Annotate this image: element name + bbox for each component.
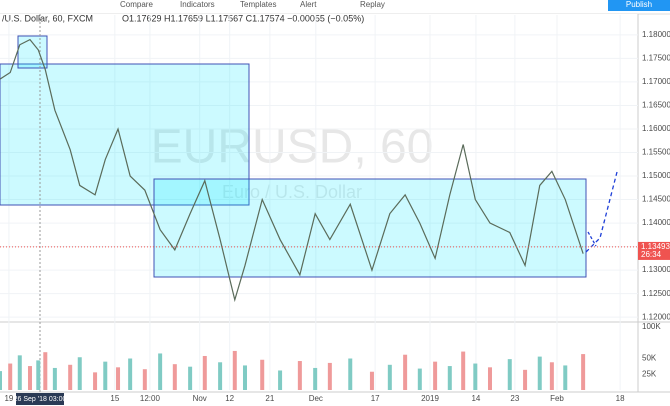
publish-label[interactable]: Publish: [626, 0, 652, 9]
volume-bar: [447, 366, 452, 390]
volume-bar: [387, 364, 392, 390]
x-tick-label: 21: [265, 394, 274, 403]
x-tick-label: 14: [471, 394, 480, 403]
volume-bar: [52, 367, 57, 390]
countdown: 26:34: [641, 250, 662, 259]
volume-bar: [507, 359, 512, 390]
plot-bg: [0, 14, 638, 392]
volume-bar: [549, 362, 554, 390]
zone-box[interactable]: [0, 63, 250, 206]
volume-bar: [487, 367, 492, 390]
toolbar-item[interactable]: Indicators: [180, 0, 215, 9]
publish-button[interactable]: [608, 0, 670, 11]
volume-bar: [433, 361, 438, 390]
crosshair-label-box: [16, 393, 64, 405]
forecast-arrow[interactable]: [587, 231, 597, 247]
x-tick-label: 12: [225, 394, 234, 403]
volume-bar: [188, 366, 193, 390]
watermark: EURUSD, 60: [151, 121, 434, 174]
ohlc: O1.17629 H1.17659 L1.17567 C1.17574 −0.0…: [122, 13, 364, 23]
volume-bar: [0, 371, 2, 390]
toolbar-item[interactable]: Alert: [300, 0, 317, 9]
x-tick-label: 23: [510, 394, 519, 403]
crosshair-label: 26 Sep '18 03:00: [14, 396, 67, 403]
zone-box[interactable]: [153, 178, 587, 278]
forecast-arrow[interactable]: [585, 171, 618, 253]
y-tick-label: 1.17500: [642, 54, 670, 63]
y-tick-label: 1.15000: [642, 171, 670, 180]
volume-bar: [461, 351, 466, 390]
toolbar-item[interactable]: Replay: [360, 0, 385, 9]
volume-bar: [172, 364, 177, 390]
last-price-label: 1.13493: [641, 242, 670, 251]
y-tick-label: 1.12500: [642, 289, 670, 298]
y2-tick-label: 100K: [642, 322, 661, 331]
volume-bar: [327, 362, 332, 390]
volume-bar: [77, 357, 82, 390]
x-tick-label: 15: [110, 394, 119, 403]
y-tick-label: 1.12000: [642, 312, 670, 321]
y-tick-label: 1.14000: [642, 218, 670, 227]
x-tick-label: Nov: [193, 394, 207, 403]
volume-bar: [93, 372, 98, 390]
volume-bar: [297, 361, 302, 390]
x-tick-label: 12:00: [140, 394, 161, 403]
volume-bar: [36, 360, 41, 390]
x-tick-label: 18: [616, 394, 625, 403]
volume-bar: [242, 365, 247, 390]
y-tick-label: 1.13000: [642, 265, 670, 274]
volume-bar: [116, 367, 121, 390]
volume-bar: [403, 354, 408, 390]
volume-bar: [202, 355, 207, 390]
x-tick-label: Feb: [550, 394, 564, 403]
volume-bar: [103, 361, 108, 390]
y2-tick-label: 25K: [642, 369, 657, 378]
volume-bar: [218, 362, 223, 390]
volume-bar: [369, 371, 374, 390]
volume-bar: [8, 363, 13, 390]
x-tick-label: 2019: [421, 394, 439, 403]
volume-bar: [348, 358, 353, 390]
symbol-title: /U.S. Dollar, 60, FXCM: [2, 13, 93, 23]
volume-bar: [142, 369, 147, 390]
y-tick-label: 1.16500: [642, 101, 670, 110]
volume-bar: [417, 368, 422, 390]
last-price-box: [638, 241, 670, 260]
y-tick-label: 1.16000: [642, 124, 670, 133]
x-tick-label: Dec: [309, 394, 323, 403]
volume-bar: [158, 353, 163, 390]
volume-bar: [17, 355, 22, 390]
toolbar: [0, 0, 670, 14]
x-tick-label: 19: [4, 394, 13, 403]
volume-bar: [260, 359, 265, 390]
volume-bar: [473, 363, 478, 390]
volume-bar: [128, 358, 133, 390]
volume-bar: [563, 365, 568, 390]
price-line: [0, 38, 584, 303]
y-tick-label: 1.18000: [642, 30, 670, 39]
volume-bar: [27, 366, 32, 390]
volume-bar: [523, 369, 528, 390]
volume-bar: [232, 350, 237, 390]
y-tick-label: 1.17000: [642, 77, 670, 86]
toolbar-item[interactable]: Templates: [240, 0, 276, 9]
volume-bar: [537, 356, 542, 390]
volume-bar: [68, 364, 73, 390]
volume-bar: [43, 352, 48, 390]
y2-tick-label: 50K: [642, 354, 657, 363]
y-tick-label: 1.15500: [642, 148, 670, 157]
volume-bar: [313, 367, 318, 390]
toolbar-item[interactable]: Compare: [120, 0, 153, 9]
volume-bar: [278, 370, 283, 390]
y-tick-label: 1.14500: [642, 195, 670, 204]
volume-bar: [581, 354, 586, 390]
x-tick-label: 17: [371, 394, 380, 403]
watermark-subtitle: Euro / U.S. Dollar: [222, 182, 362, 202]
